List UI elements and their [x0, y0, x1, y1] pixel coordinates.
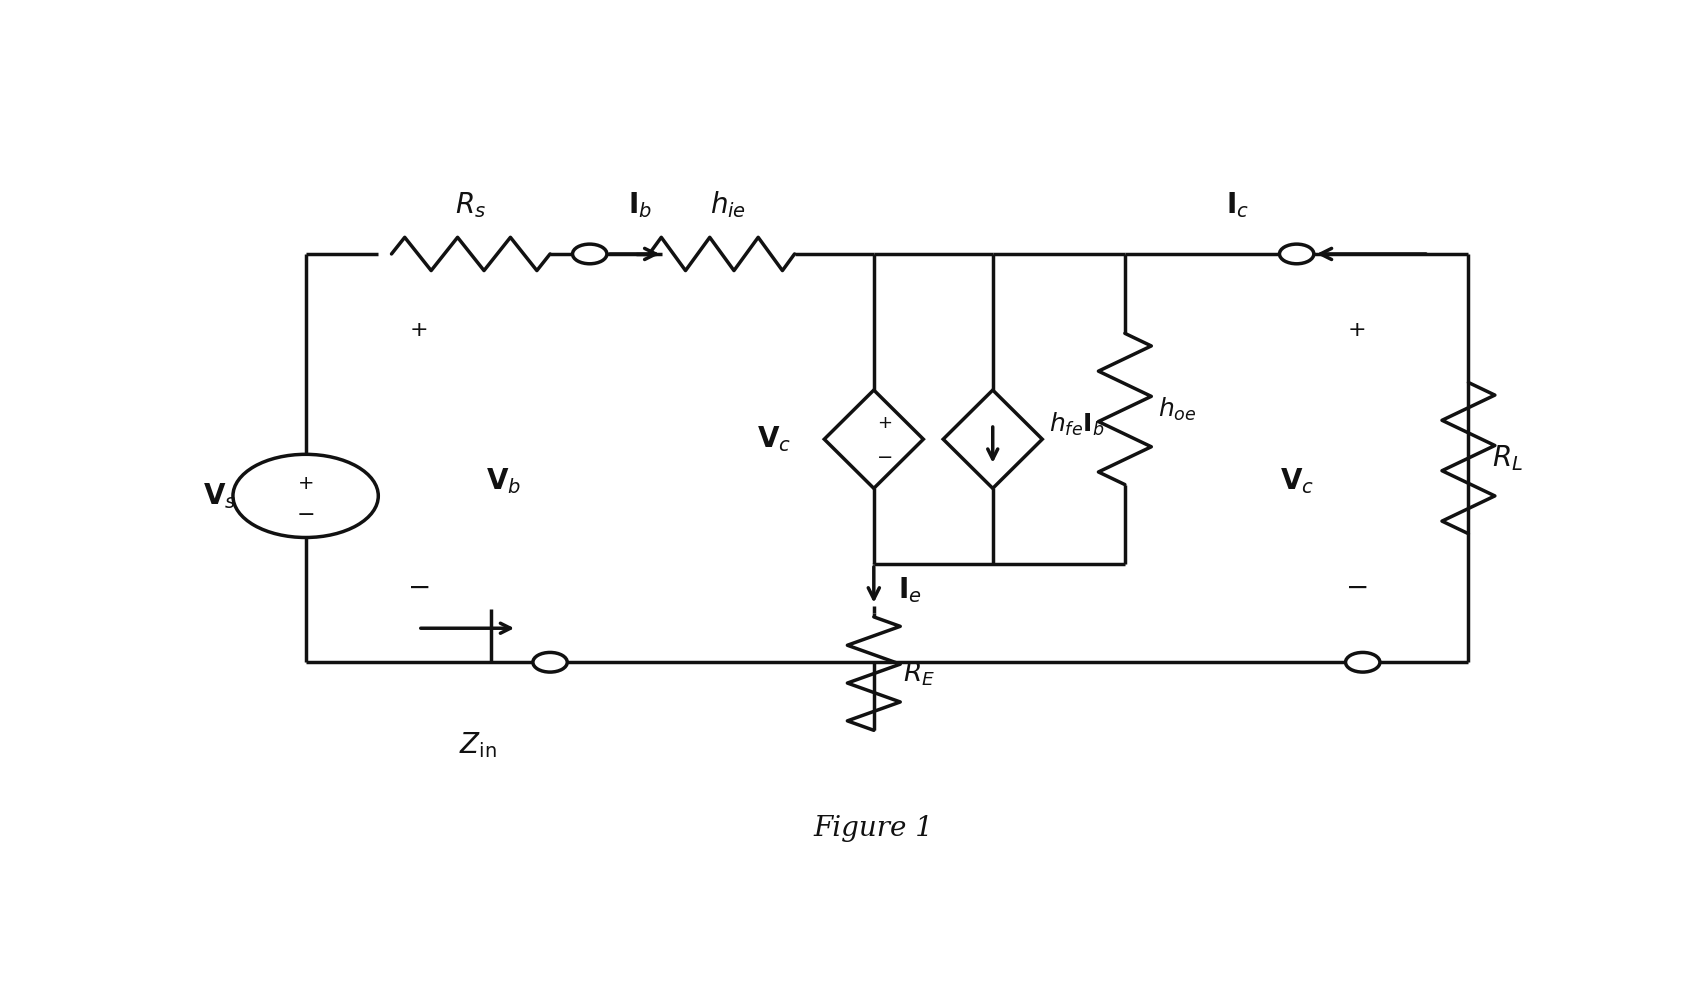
- Circle shape: [1279, 245, 1315, 264]
- Text: $-$: $-$: [1345, 573, 1367, 601]
- Text: $h_{ie}$: $h_{ie}$: [711, 190, 747, 220]
- Text: $+$: $+$: [1347, 319, 1366, 340]
- Text: $\mathbf{I}_e$: $\mathbf{I}_e$: [897, 575, 921, 605]
- Text: $R_s$: $R_s$: [455, 190, 486, 220]
- Text: $\mathbf{V}_b$: $\mathbf{V}_b$: [486, 465, 522, 496]
- Text: $\mathbf{I}_c$: $\mathbf{I}_c$: [1226, 190, 1248, 220]
- Text: $R_E$: $R_E$: [904, 659, 934, 687]
- Text: $+$: $+$: [297, 473, 314, 493]
- Text: $-$: $-$: [407, 573, 430, 601]
- Text: Figure 1: Figure 1: [813, 815, 934, 843]
- Circle shape: [1345, 652, 1379, 672]
- Text: $-$: $-$: [297, 503, 315, 522]
- Text: $+$: $+$: [876, 413, 892, 431]
- Text: $-$: $-$: [876, 447, 892, 465]
- Text: $\mathbf{V}_c$: $\mathbf{V}_c$: [1279, 465, 1315, 496]
- Circle shape: [534, 652, 568, 672]
- Text: $+$: $+$: [409, 319, 426, 340]
- Text: $\mathbf{V}_s$: $\mathbf{V}_s$: [203, 481, 237, 511]
- Text: $h_{fe}\mathbf{I}_b$: $h_{fe}\mathbf{I}_b$: [1049, 410, 1105, 438]
- Text: $\mathbf{I}_b$: $\mathbf{I}_b$: [627, 190, 651, 220]
- Text: $h_{oe}$: $h_{oe}$: [1158, 396, 1197, 422]
- Circle shape: [573, 245, 607, 264]
- Text: $R_L$: $R_L$: [1492, 443, 1523, 473]
- Text: $Z_{\rm in}$: $Z_{\rm in}$: [459, 731, 496, 760]
- Text: $\mathbf{V}_c$: $\mathbf{V}_c$: [757, 424, 791, 454]
